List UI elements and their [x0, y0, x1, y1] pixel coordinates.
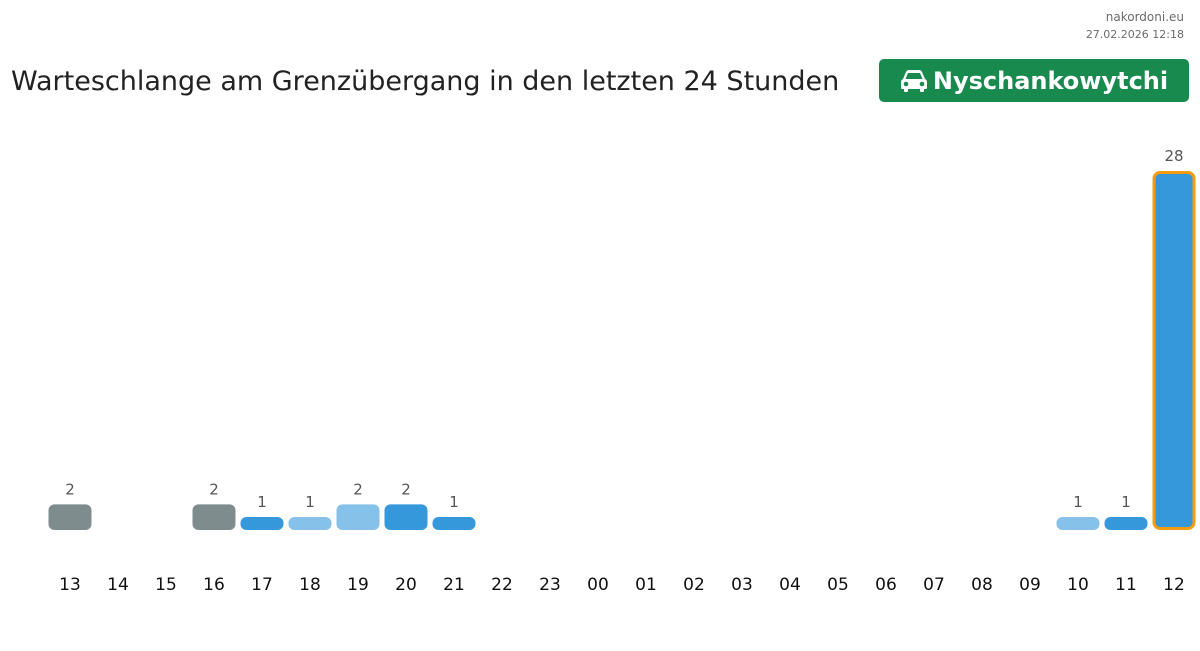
- bar: [336, 504, 380, 530]
- x-tick-label: 07: [923, 575, 945, 595]
- bar-value-label: 1: [449, 493, 459, 511]
- x-tick-label: 22: [491, 575, 513, 595]
- x-tick-label: 16: [203, 575, 225, 595]
- bar: [384, 504, 428, 530]
- bar: [1056, 517, 1100, 530]
- x-tick-label: 08: [971, 575, 993, 595]
- x-tick-label: 11: [1115, 575, 1137, 595]
- bar-value-label: 1: [1121, 493, 1131, 511]
- x-tick-label: 01: [635, 575, 657, 595]
- bar-value-label: 2: [401, 480, 411, 498]
- page-title: Warteschlange am Grenzübergang in den le…: [11, 65, 840, 97]
- bar-value-label: 2: [209, 480, 219, 498]
- x-tick-label: 09: [1019, 575, 1041, 595]
- x-tick-label: 04: [779, 575, 801, 595]
- bar-value-label: 2: [65, 480, 75, 498]
- crossing-badge: Nyschankowytchi: [879, 59, 1189, 102]
- site-domain: nakordoni.eu: [1105, 10, 1184, 24]
- x-tick-label: 00: [587, 575, 609, 595]
- x-tick-label: 05: [827, 575, 849, 595]
- x-tick-label: 17: [251, 575, 273, 595]
- x-tick-label: 13: [59, 575, 81, 595]
- x-tick-label: 03: [731, 575, 753, 595]
- bar-value-label: 1: [305, 493, 315, 511]
- bar: [1152, 171, 1196, 530]
- car-icon: [900, 69, 927, 92]
- x-tick-label: 14: [107, 575, 129, 595]
- bar-value-label: 1: [257, 493, 267, 511]
- bar: [192, 504, 236, 530]
- x-tick-label: 21: [443, 575, 465, 595]
- bar: [48, 504, 92, 530]
- bar: [288, 517, 332, 530]
- crossing-name: Nyschankowytchi: [932, 66, 1169, 95]
- x-tick-label: 20: [395, 575, 417, 595]
- bar: [1104, 517, 1148, 530]
- bar-value-label: 1: [1073, 493, 1083, 511]
- x-tick-label: 12: [1163, 575, 1185, 595]
- x-tick-label: 18: [299, 575, 321, 595]
- x-tick-label: 23: [539, 575, 561, 595]
- bar-value-label: 28: [1164, 147, 1183, 165]
- bar-value-label: 2: [353, 480, 363, 498]
- site-meta: nakordoni.eu 27.02.2026 12:18: [1086, 9, 1184, 43]
- timestamp: 27.02.2026 12:18: [1085, 28, 1184, 41]
- bar: [432, 517, 476, 530]
- x-tick-label: 02: [683, 575, 705, 595]
- bar: [240, 517, 284, 530]
- x-tick-label: 19: [347, 575, 369, 595]
- title-row: Warteschlange am Grenzübergang in den le…: [11, 59, 839, 103]
- x-tick-label: 06: [875, 575, 897, 595]
- x-tick-label: 15: [155, 575, 177, 595]
- x-tick-label: 10: [1067, 575, 1089, 595]
